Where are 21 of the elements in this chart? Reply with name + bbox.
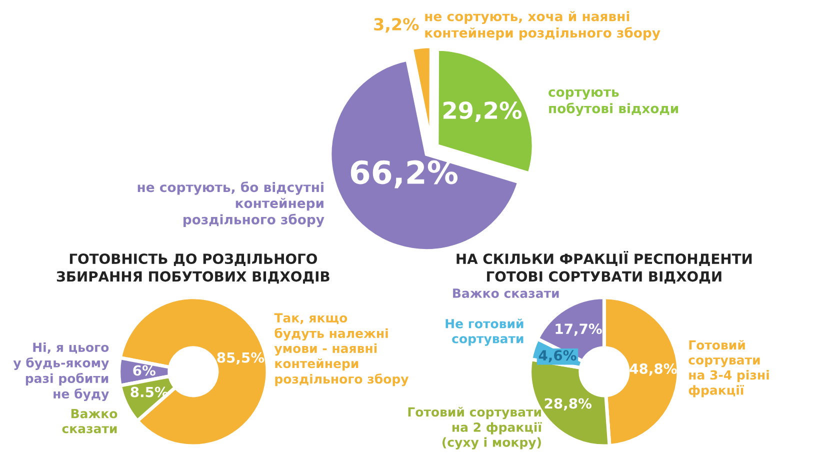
data-label: 6%: [133, 365, 156, 376]
slice-label: не сортують, бо відсутні контейнери роздільного збору: [138, 182, 324, 228]
data-label: 66,2%: [350, 160, 458, 188]
slice-label: Важко сказати: [453, 288, 559, 298]
data-label: 28,8%: [544, 398, 592, 410]
data-label: 29,2%: [444, 101, 522, 122]
chart-title: НА СКІЛЬКИ ФРАКЦІЇ РЕСПОНДЕНТИ ГОТОВІ СОРТУВАТИ ВІДХОДИ: [456, 250, 752, 284]
data-label: 85,5%: [217, 352, 264, 365]
slice-label: Готовий сортувати на 2 фракції (суху і мокру): [408, 406, 542, 450]
slice-label: Не готовий сортувати: [446, 318, 524, 346]
data-label: 4,6%: [538, 350, 576, 362]
slice-label: Готовий сортувати на 3-4 різні фракції: [688, 340, 769, 398]
slice-label: Ні, я цього у будь-якому разі робити не буду: [13, 342, 109, 402]
chart-title: ГОТОВНІСТЬ ДО РОЗДІЛЬНОГО ЗБИРАННЯ ПОБУТОВИХ ВІДХОДІВ: [56, 254, 330, 284]
data-label: 3,2%: [374, 18, 419, 33]
slice-label: Важко сказати: [62, 409, 118, 434]
slice-label: не сортують, хоча й наявні контейнери роздільного збору: [425, 11, 660, 40]
slice-label: Так, якщо будуть належні умови - наявні контейнери роздільного збору: [274, 313, 409, 386]
data-label: 48,8%: [630, 363, 677, 376]
slice-label: сортують побутові відходи: [548, 89, 678, 116]
data-label: 17,7%: [556, 324, 602, 336]
